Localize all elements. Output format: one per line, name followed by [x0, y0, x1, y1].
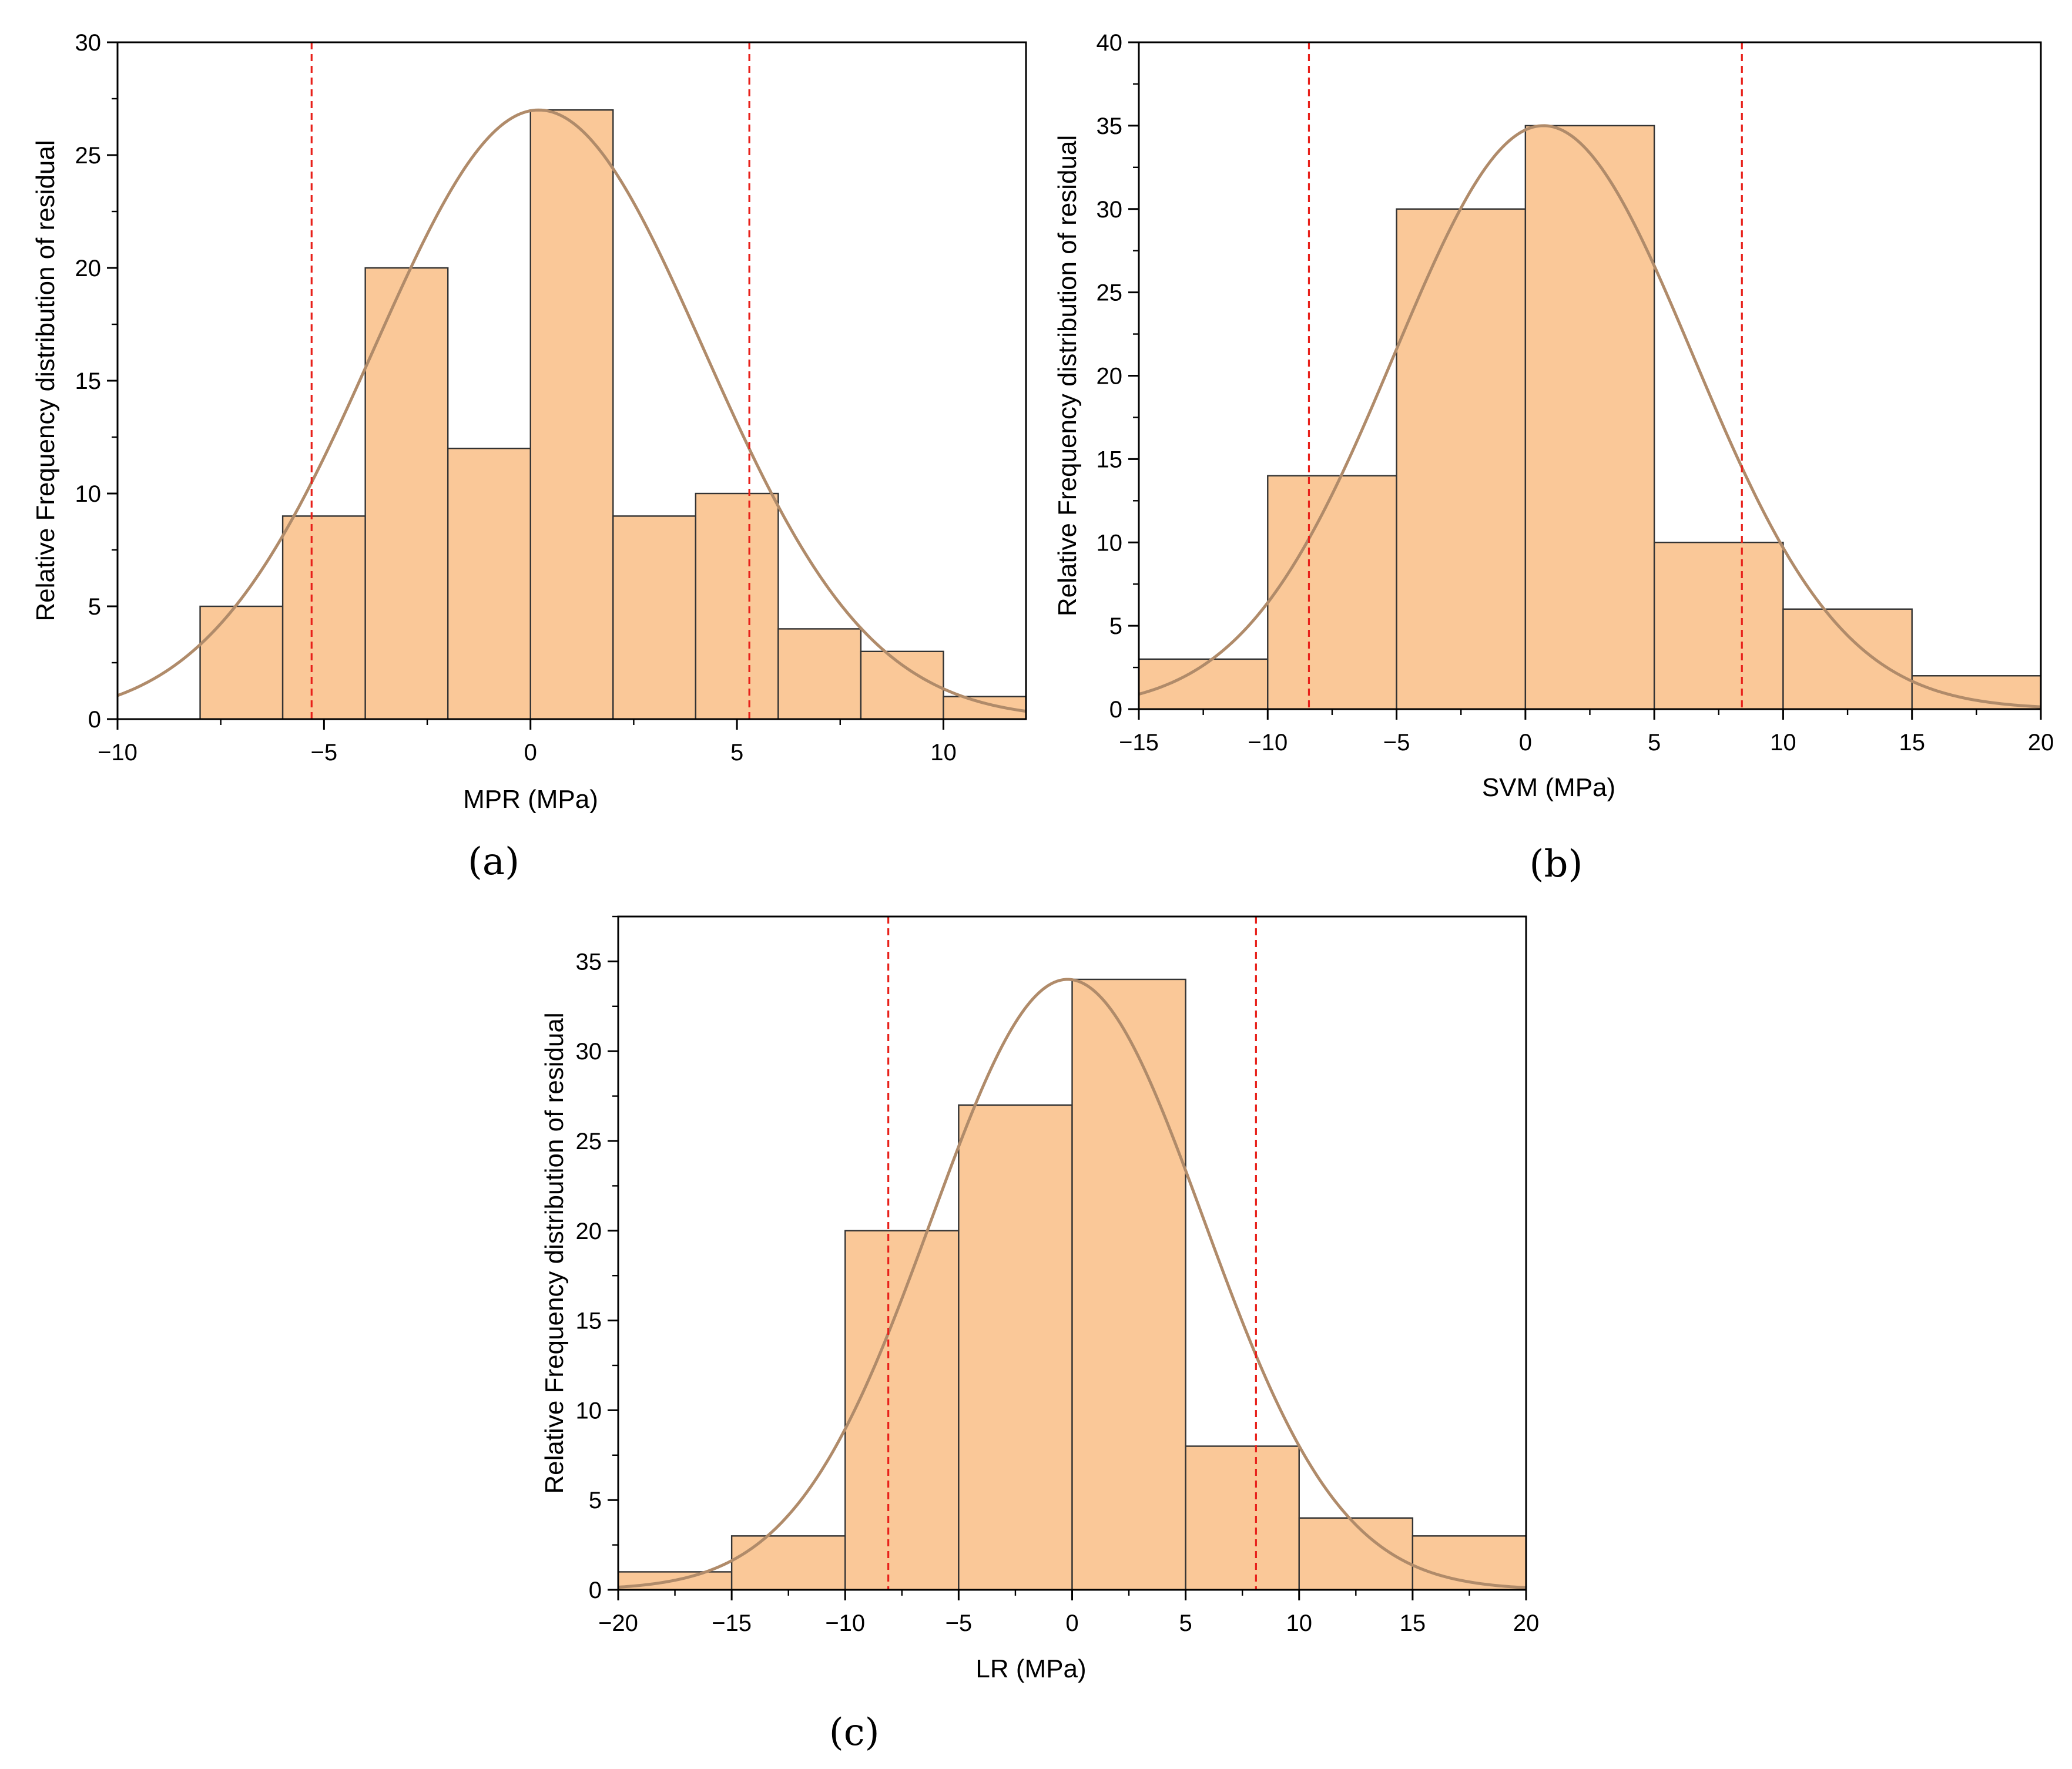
y-tick-label: 5	[589, 1488, 602, 1513]
x-tick-label: 20	[2028, 730, 2054, 756]
y-tick-label: 15	[576, 1308, 602, 1334]
panel-label: (a)	[468, 840, 519, 884]
x-tick-label: 0	[1065, 1610, 1078, 1636]
x-tick-label: −10	[825, 1610, 865, 1636]
x-tick-label: −15	[712, 1610, 752, 1636]
chart-panel-c: −20 −15 −10 −5 0 5 10 15 20 0 5 10 15 20 25 30 35 LR (MPa…	[470, 881, 1587, 1769]
x-tick-label: 5	[730, 740, 743, 766]
bar-2	[1396, 208, 1527, 710]
bar-5	[612, 515, 697, 720]
y-tick-label: 10	[1097, 530, 1123, 556]
y-tick-label: 25	[576, 1129, 602, 1154]
y-axis-title: Relative Frequency distribution of resid…	[31, 140, 60, 621]
x-tick-label: −5	[946, 1610, 973, 1636]
bar-8	[860, 650, 944, 720]
histogram-chart-mpr: −10 −5 0 5 10 0 5 10 15 20 25 30 MPR (MPa) Relative F…	[31, 30, 1027, 884]
bar-2	[844, 1230, 960, 1591]
y-tick-label: 25	[75, 143, 102, 169]
bar-4	[1653, 542, 1784, 710]
x-axis-title: MPR (MPa)	[463, 785, 598, 814]
x-tick-label: 10	[930, 740, 957, 766]
bar-3	[447, 448, 531, 720]
y-tick-label: 25	[1097, 280, 1123, 306]
y-tick-label: 5	[1109, 613, 1122, 639]
x-tick-label: −20	[598, 1610, 638, 1636]
y-axis-title: Relative Frequency distribution of resid…	[1053, 135, 1082, 616]
y-tick-label: 35	[576, 949, 602, 975]
y-tick-label: 10	[576, 1398, 602, 1424]
x-tick-label: 10	[1286, 1610, 1313, 1636]
y-tick-label: 5	[88, 594, 101, 620]
x-tick-label: 15	[1899, 730, 1925, 756]
y-axis-title: Relative Frequency distribution of resid…	[540, 1012, 569, 1493]
bar-2	[364, 267, 449, 720]
bar-9	[943, 696, 1027, 720]
x-tick-label: −10	[98, 740, 138, 766]
y-tick-label: 20	[75, 256, 102, 281]
x-axis-title: SVM (MPa)	[1482, 773, 1615, 802]
y-tick-label: 30	[75, 30, 102, 56]
bar-3	[1524, 125, 1655, 710]
y-tick-label: 30	[1097, 197, 1123, 223]
normal-fit-curve	[117, 108, 1027, 713]
x-axis-title: LR (MPa)	[975, 1654, 1086, 1683]
y-tick-label: 10	[75, 481, 102, 507]
bar-6	[1298, 1517, 1414, 1591]
y-tick-label: 0	[1109, 697, 1122, 723]
normal-fit-curve	[618, 978, 1527, 1589]
histogram-chart-svm: −15 −10 −5 0 5 10 15 20 0 5 10 15 20 25 30 35 40 SVM (MPa…	[1053, 30, 2054, 886]
x-tick-label: 5	[1648, 730, 1661, 756]
bar-7	[777, 628, 862, 720]
y-tick-label: 30	[576, 1039, 602, 1065]
normal-fit-curve	[1138, 124, 2041, 709]
bar-1	[1267, 475, 1397, 710]
bar-6	[695, 492, 779, 720]
y-tick-label: 0	[589, 1577, 602, 1603]
y-tick-label: 0	[88, 707, 101, 733]
chart-panel-b: −15 −10 −5 0 5 10 15 20 0 5 10 15 20 25 30 35 40 SVM (MPa…	[1036, 0, 2072, 905]
bar-5	[1185, 1445, 1300, 1591]
x-tick-label: 20	[1513, 1610, 1540, 1636]
x-tick-label: −10	[1248, 730, 1288, 756]
bar-3	[958, 1104, 1073, 1591]
bar-6	[1911, 675, 2042, 710]
x-tick-label: −15	[1119, 730, 1159, 756]
chart-panel-a: −10 −5 0 5 10 0 5 10 15 20 25 30 MPR (MPa) Relative F…	[0, 0, 1036, 884]
panel-label: (b)	[1530, 842, 1583, 886]
bar-5	[1782, 608, 1913, 710]
x-tick-label: 0	[1519, 730, 1532, 756]
y-tick-label: 15	[1097, 447, 1123, 472]
y-tick-label: 15	[75, 368, 102, 394]
bar-4	[529, 109, 614, 720]
x-tick-label: 5	[1179, 1610, 1192, 1636]
x-tick-label: −5	[311, 740, 338, 766]
x-tick-label: 10	[1770, 730, 1796, 756]
bar-1	[730, 1535, 846, 1591]
y-tick-label: 35	[1097, 113, 1123, 139]
bar-1	[281, 515, 366, 720]
bar-0	[199, 605, 284, 720]
x-tick-label: 15	[1400, 1610, 1426, 1636]
x-tick-label: −5	[1383, 730, 1410, 756]
bar-4	[1071, 978, 1186, 1591]
histogram-chart-lr: −20 −15 −10 −5 0 5 10 15 20 0 5 10 15 20 25 30 35 LR (MPa…	[540, 915, 1540, 1754]
y-tick-label: 20	[1097, 364, 1123, 390]
panel-label: (c)	[829, 1711, 880, 1754]
y-tick-label: 40	[1097, 30, 1123, 56]
x-tick-label: 0	[524, 740, 537, 766]
y-tick-label: 20	[576, 1219, 602, 1244]
